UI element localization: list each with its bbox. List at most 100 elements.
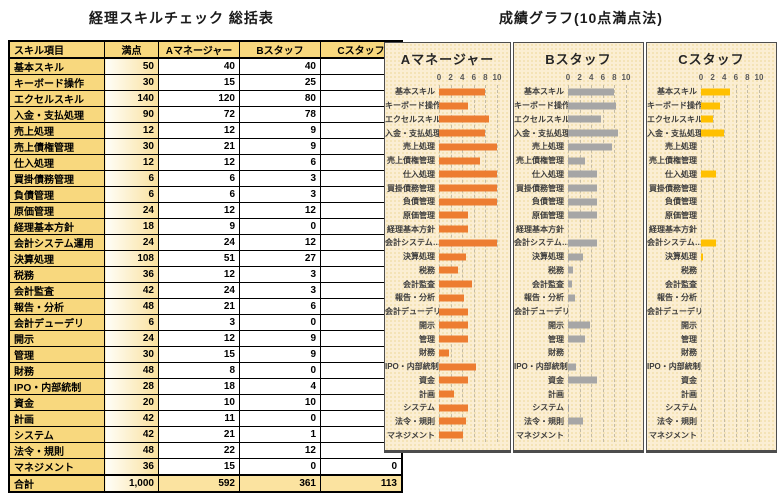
bar-track	[568, 415, 626, 429]
gridline	[712, 85, 714, 442]
table-cell: 0	[320, 410, 403, 427]
bar-track	[701, 277, 759, 291]
row-label: 合計	[8, 474, 105, 493]
category-label: IPO・内部統制	[647, 362, 701, 372]
table-row: 原価管理2412120	[8, 202, 403, 219]
table-cell: 3	[239, 266, 321, 283]
chart-row: 開示	[514, 318, 643, 332]
bar	[439, 184, 497, 192]
bar-track	[701, 140, 759, 154]
table-row: 税務361230	[8, 266, 403, 283]
bar-track	[701, 415, 759, 429]
chart-row: 財務	[647, 346, 776, 360]
row-label: IPO・内部統制	[8, 378, 105, 395]
table-cell: 36	[104, 266, 159, 283]
table-cell: 27	[239, 250, 321, 267]
chart-row: 計画	[514, 387, 643, 401]
bar	[568, 198, 597, 206]
bar-track	[701, 387, 759, 401]
table-cell: 12	[158, 122, 240, 139]
table-cell: 0	[239, 218, 321, 235]
table-cell: 0	[239, 458, 321, 476]
chart-plot-area: 基本スキル キーボード操作 エクセルスキル 入金・支払処理 売上処理 売上債権管理 仕入処理…	[514, 85, 643, 442]
bar	[439, 102, 468, 110]
table-cell: 12	[158, 330, 240, 347]
table-cell: 24	[104, 330, 159, 347]
bar-track	[568, 250, 626, 264]
bar	[439, 294, 465, 302]
category-label: 会計監査	[532, 279, 564, 289]
bar	[439, 143, 497, 151]
table-cell: 120	[158, 90, 240, 107]
chart-row: 管理	[385, 332, 510, 346]
bar-track	[439, 85, 497, 99]
bar-track	[701, 167, 759, 181]
bar-track	[439, 332, 497, 346]
bar	[568, 280, 573, 288]
category-label: エクセルスキル	[514, 114, 568, 124]
table-cell: 4	[239, 378, 321, 395]
bar-track	[439, 222, 497, 236]
bar-track	[701, 209, 759, 223]
axis-tick-label: 10	[754, 73, 764, 82]
bar	[439, 431, 464, 439]
bar	[439, 225, 468, 233]
bar-track	[439, 360, 497, 374]
axis-tick-label: 8	[612, 73, 617, 82]
bar-track	[701, 85, 759, 99]
axis-tick-label: 2	[448, 73, 453, 82]
bar-track	[701, 236, 759, 250]
table-cell: 11	[158, 410, 240, 427]
bar	[439, 349, 449, 357]
axis-tick-label: 6	[600, 73, 606, 82]
bar-track	[439, 140, 497, 154]
row-label: 会計デューデリ	[8, 314, 105, 331]
column-header: スキル項目	[8, 40, 105, 59]
table-cell: 108	[104, 250, 159, 267]
category-label: 売上債権管理	[649, 156, 697, 166]
bar	[439, 198, 497, 206]
bar-track	[568, 387, 626, 401]
category-label: 基本スキル	[524, 87, 564, 97]
category-label: 入金・支払処理	[647, 128, 701, 138]
row-label: 資金	[8, 394, 105, 411]
chart-row: 開示	[385, 318, 510, 332]
chart-plot-area: 基本スキル キーボード操作 エクセルスキル 入金・支払処理 売上処理 売上債権管理 仕入処理…	[385, 85, 510, 442]
bar-track	[568, 85, 626, 99]
bar-track	[439, 305, 497, 319]
table-cell: 30	[104, 74, 159, 91]
bar	[568, 115, 602, 123]
table-cell: 78	[239, 106, 321, 123]
bar-track	[439, 209, 497, 223]
column-header: Aマネージャー	[158, 40, 240, 59]
chart-row: 管理	[514, 332, 643, 346]
chart-row: 税務	[647, 264, 776, 278]
bar-track	[439, 181, 497, 195]
category-label: 決算処理	[665, 252, 697, 262]
table-cell: 48	[104, 362, 159, 379]
bar-track	[439, 346, 497, 360]
bar-track	[439, 250, 497, 264]
bar	[439, 211, 468, 219]
chart-row: 負債管理	[385, 195, 510, 209]
table-cell: 42	[104, 282, 159, 299]
bar-track	[439, 154, 497, 168]
table-cell: 40	[239, 57, 321, 75]
gridline	[724, 85, 726, 442]
table-cell: 9	[239, 346, 321, 363]
category-label: 原価管理	[665, 210, 697, 220]
bar	[439, 115, 489, 123]
gridline	[485, 85, 487, 442]
chart-row: 入金・支払処理	[647, 126, 776, 140]
category-label: 資金	[548, 375, 564, 385]
category-label: 買掛債務管理	[649, 183, 697, 193]
gridline	[747, 85, 749, 442]
table-cell: 0	[239, 362, 321, 379]
bar	[439, 390, 455, 398]
column-header: Cスタッフ	[320, 40, 403, 59]
category-label: 開示	[419, 320, 435, 330]
bar-track	[439, 277, 497, 291]
gridline	[462, 85, 464, 442]
table-row: システム422110	[8, 426, 403, 443]
category-label: 売上債権管理	[516, 156, 564, 166]
